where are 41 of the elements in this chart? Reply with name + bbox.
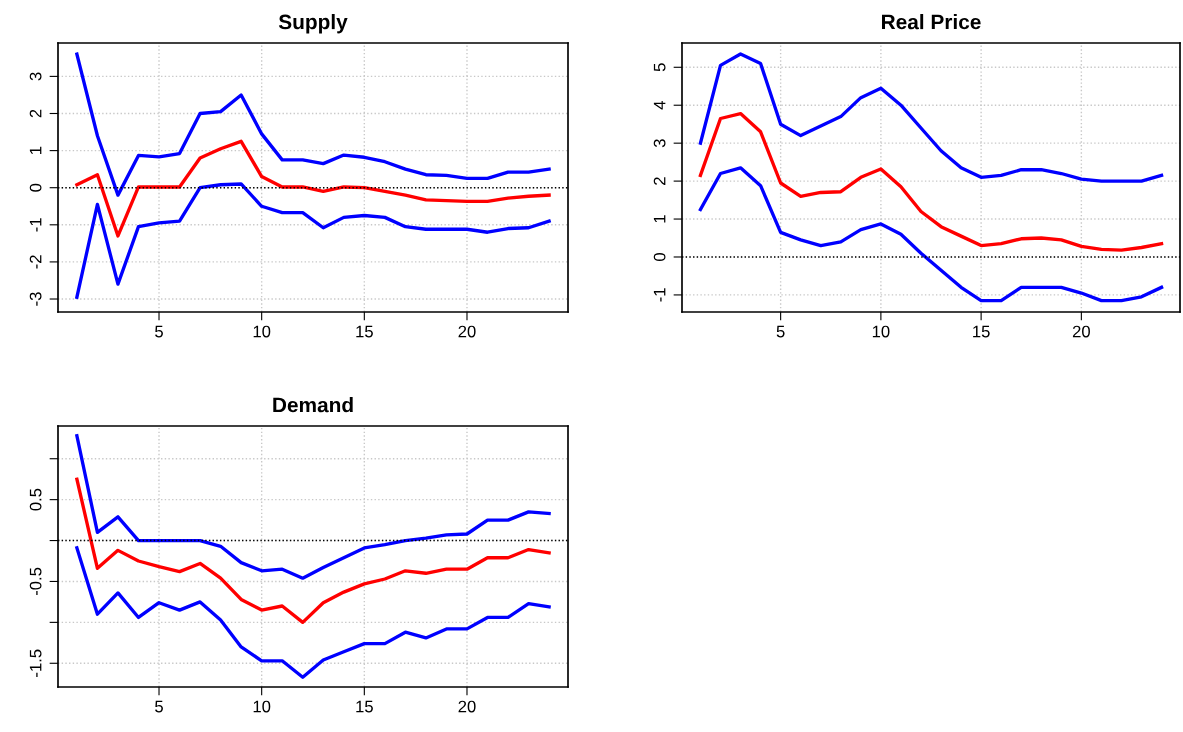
y-tick-label: -1.5 — [29, 649, 42, 677]
y-tick-label: 1 — [29, 146, 42, 154]
x-tick-label: 20 — [1072, 325, 1090, 338]
line-series — [75, 139, 551, 238]
line-series — [75, 477, 551, 625]
line-series — [698, 166, 1164, 303]
x-tick-label: 5 — [776, 325, 785, 338]
y-tick-label: 1 — [653, 215, 666, 223]
x-tick-label: 15 — [973, 325, 990, 338]
line-series — [75, 52, 551, 197]
x-tick-label: 15 — [356, 325, 373, 338]
y-tick-label: 0.5 — [29, 488, 42, 511]
line-series — [75, 182, 551, 299]
x-tick-label: 15 — [356, 700, 373, 713]
y-tick-label: -3 — [29, 292, 42, 306]
y-tick-label: 4 — [653, 101, 666, 110]
y-tick-label: 0 — [29, 183, 42, 192]
chart-title: Supply — [278, 14, 348, 34]
line-series — [698, 52, 1164, 183]
y-tick-label: -1 — [653, 288, 666, 302]
y-tick-label: -2 — [29, 255, 42, 269]
y-tick-label: 2 — [653, 177, 666, 185]
chart-title: Demand — [273, 397, 353, 413]
y-tick-label: 2 — [29, 109, 42, 118]
x-tick-label: 10 — [872, 325, 890, 338]
y-tick-label: 3 — [653, 139, 666, 148]
x-tick-label: 5 — [155, 700, 163, 713]
y-tick-label: -0.5 — [29, 567, 42, 596]
y-tick-label: 5 — [653, 63, 666, 72]
y-tick-label: 3 — [29, 72, 42, 81]
y-tick-label: -1 — [29, 218, 42, 232]
x-tick-label: 20 — [458, 700, 476, 713]
x-tick-label: 20 — [458, 325, 476, 338]
x-tick-label: 10 — [253, 325, 271, 338]
line-series — [698, 111, 1164, 252]
y-tick-label: 0 — [653, 253, 666, 261]
line-series — [75, 546, 551, 679]
x-tick-label: 5 — [155, 325, 163, 338]
chart-title: Real Price — [882, 14, 981, 30]
line-series — [75, 434, 551, 580]
x-tick-label: 10 — [253, 700, 271, 713]
